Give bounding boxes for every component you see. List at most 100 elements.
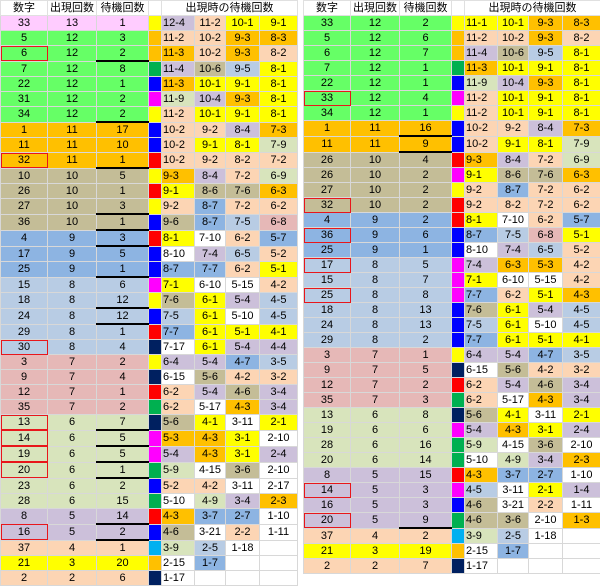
wait-cell[interactable]: 8 [400, 408, 452, 423]
history-pair-cell[interactable]: 3-1 [529, 423, 563, 438]
number-cell[interactable]: 34 [304, 106, 351, 121]
history-pair-cell[interactable]: 9-3 [226, 31, 260, 46]
history-pair-cell[interactable]: 3-4 [529, 453, 563, 468]
wait-cell[interactable]: 7 [400, 46, 452, 61]
number-cell[interactable]: 34 [1, 107, 48, 123]
wait-cell[interactable]: 2 [400, 213, 452, 228]
history-pair-cell[interactable]: 6-5 [529, 243, 563, 258]
number-cell[interactable]: 18 [1, 293, 48, 309]
history-pair-cell[interactable]: 8-2 [226, 153, 260, 169]
number-cell[interactable]: 33 [304, 16, 351, 31]
history-pair-cell[interactable]: 11-9 [465, 76, 498, 91]
history-pair-cell[interactable]: 11-3 [465, 61, 498, 76]
history-pair-cell[interactable]: 9-2 [195, 153, 226, 169]
history-pair-cell[interactable]: 7-2 [226, 168, 260, 184]
history-pair-cell[interactable] [195, 571, 226, 586]
history-pair-cell[interactable]: 5-4 [226, 340, 260, 355]
wait-cell[interactable]: 7 [97, 415, 149, 431]
history-pair-cell[interactable]: 10-6 [498, 46, 529, 61]
count-cell[interactable]: 12 [351, 76, 400, 91]
number-cell[interactable]: 17 [304, 258, 351, 273]
history-pair-cell[interactable]: 9-3 [162, 168, 195, 184]
number-cell[interactable]: 15 [304, 273, 351, 288]
history-pair-cell[interactable]: 6-9 [260, 168, 298, 184]
history-pair-cell[interactable]: 4-5 [465, 483, 498, 498]
number-cell[interactable]: 29 [304, 333, 351, 348]
count-cell[interactable]: 10 [48, 184, 97, 199]
history-pair-cell[interactable]: 7-4 [498, 243, 529, 258]
history-pair-cell[interactable]: 9-5 [226, 61, 260, 77]
history-pair-cell[interactable]: 6-2 [465, 378, 498, 393]
count-cell[interactable]: 8 [351, 273, 400, 288]
history-pair-cell[interactable]: 3-6 [529, 438, 563, 453]
history-pair-cell[interactable]: 2-2 [529, 498, 563, 513]
wait-cell[interactable]: 2 [400, 183, 452, 198]
history-pair-cell[interactable]: 4-2 [563, 273, 600, 288]
count-cell[interactable]: 6 [48, 478, 97, 494]
count-cell[interactable]: 7 [351, 393, 400, 408]
history-pair-cell[interactable]: 8-7 [195, 214, 226, 230]
wait-cell[interactable]: 5 [97, 446, 149, 462]
wait-cell[interactable]: 5 [400, 258, 452, 273]
wait-cell[interactable]: 1 [97, 262, 149, 278]
history-pair-cell[interactable]: 10-6 [195, 61, 226, 77]
number-cell[interactable]: 11 [1, 138, 48, 153]
history-pair-cell[interactable]: 5-4 [498, 378, 529, 393]
history-pair-cell[interactable]: 3-9 [465, 528, 498, 544]
count-cell[interactable]: 11 [351, 136, 400, 152]
history-pair-cell[interactable]: 3-7 [498, 468, 529, 483]
count-cell[interactable]: 10 [351, 152, 400, 168]
history-pair-cell[interactable]: 4-9 [498, 453, 529, 468]
history-pair-cell[interactable]: 4-3 [529, 393, 563, 408]
count-cell[interactable]: 7 [48, 370, 97, 385]
history-pair-cell[interactable]: 3-2 [260, 370, 298, 385]
history-pair-cell[interactable]: 2-10 [260, 430, 298, 446]
number-cell[interactable]: 22 [304, 76, 351, 91]
number-cell[interactable]: 14 [1, 430, 48, 446]
number-cell[interactable]: 25 [1, 262, 48, 278]
count-cell[interactable]: 6 [351, 453, 400, 468]
count-cell[interactable]: 7 [48, 385, 97, 400]
history-pair-cell[interactable]: 10-1 [195, 107, 226, 123]
wait-cell[interactable]: 5 [97, 246, 149, 262]
history-pair-cell[interactable]: 6-4 [465, 348, 498, 363]
history-pair-cell[interactable]: 8-10 [465, 243, 498, 258]
count-cell[interactable]: 8 [351, 333, 400, 348]
wait-cell[interactable]: 2 [97, 107, 149, 123]
history-pair-cell[interactable]: 3-5 [563, 348, 600, 363]
history-pair-cell[interactable]: 9-3 [226, 92, 260, 107]
history-pair-cell[interactable]: 5-7 [260, 230, 298, 246]
number-cell[interactable]: 18 [304, 303, 351, 318]
number-cell[interactable]: 16 [1, 524, 48, 540]
wait-cell[interactable]: 1 [400, 243, 452, 258]
history-pair-cell[interactable]: 3-4 [563, 393, 600, 408]
number-cell[interactable]: 13 [1, 415, 48, 431]
count-cell[interactable]: 12 [351, 91, 400, 106]
history-pair-cell[interactable]: 5-1 [529, 288, 563, 303]
wait-cell[interactable]: 1 [97, 77, 149, 92]
history-pair-cell[interactable]: 8-7 [465, 228, 498, 243]
number-cell[interactable]: 15 [1, 277, 48, 293]
wait-cell[interactable]: 2 [97, 400, 149, 415]
number-cell[interactable]: 12 [1, 385, 48, 400]
wait-cell[interactable]: 6 [97, 277, 149, 293]
history-pair-cell[interactable]: 10-1 [498, 91, 529, 106]
wait-cell[interactable]: 6 [97, 571, 149, 586]
number-cell[interactable]: 36 [1, 214, 48, 230]
history-pair-cell[interactable]: 9-2 [195, 122, 226, 138]
count-cell[interactable]: 8 [48, 308, 97, 324]
history-pair-cell[interactable]: 5-1 [260, 262, 298, 278]
number-cell[interactable]: 7 [1, 61, 48, 77]
history-pair-cell[interactable] [563, 528, 600, 544]
number-cell[interactable]: 35 [1, 400, 48, 415]
count-cell[interactable]: 5 [351, 483, 400, 498]
history-pair-cell[interactable]: 5-2 [563, 243, 600, 258]
wait-cell[interactable]: 10 [97, 138, 149, 153]
history-pair-cell[interactable]: 4-15 [195, 462, 226, 478]
history-pair-cell[interactable]: 9-3 [529, 16, 563, 31]
number-cell[interactable]: 24 [304, 318, 351, 333]
count-cell[interactable]: 2 [351, 559, 400, 574]
history-pair-cell[interactable]: 7-9 [260, 138, 298, 153]
history-pair-cell[interactable]: 6-1 [195, 340, 226, 355]
wait-cell[interactable]: 6 [400, 31, 452, 46]
